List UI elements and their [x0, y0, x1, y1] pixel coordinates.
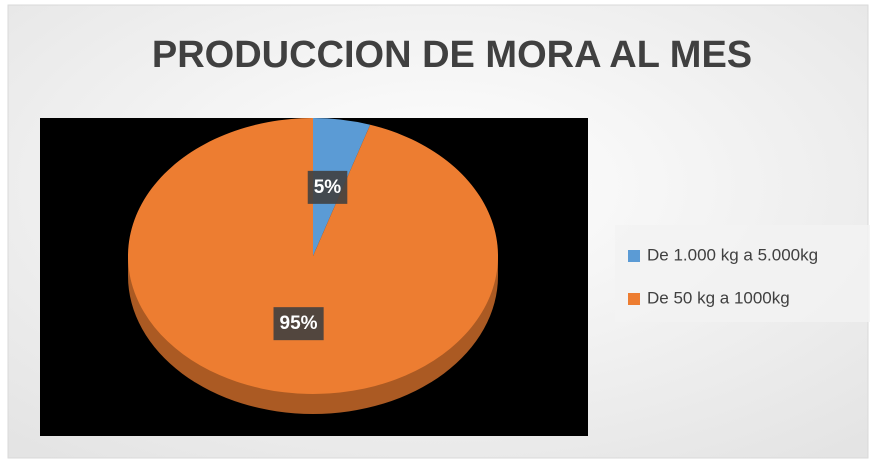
legend-label: De 1.000 kg a 5.000kg — [647, 245, 818, 264]
chart-title: PRODUCCION DE MORA AL MES — [152, 34, 752, 76]
data-labels: 5% 95% — [273, 170, 348, 341]
pie — [128, 118, 499, 414]
legend-label: De 50 kg a 1000kg — [647, 288, 790, 307]
data-label: 95% — [280, 313, 318, 334]
data-label-box — [307, 170, 348, 204]
data-label-box — [273, 307, 324, 341]
legend-box — [615, 225, 870, 322]
data-label: 5% — [314, 177, 342, 198]
legend-swatch — [628, 293, 640, 305]
legend: De 1.000 kg a 5.000kg De 50 kg a 1000kg — [615, 225, 870, 322]
pie-slice — [128, 118, 499, 394]
legend-swatch — [628, 250, 640, 262]
